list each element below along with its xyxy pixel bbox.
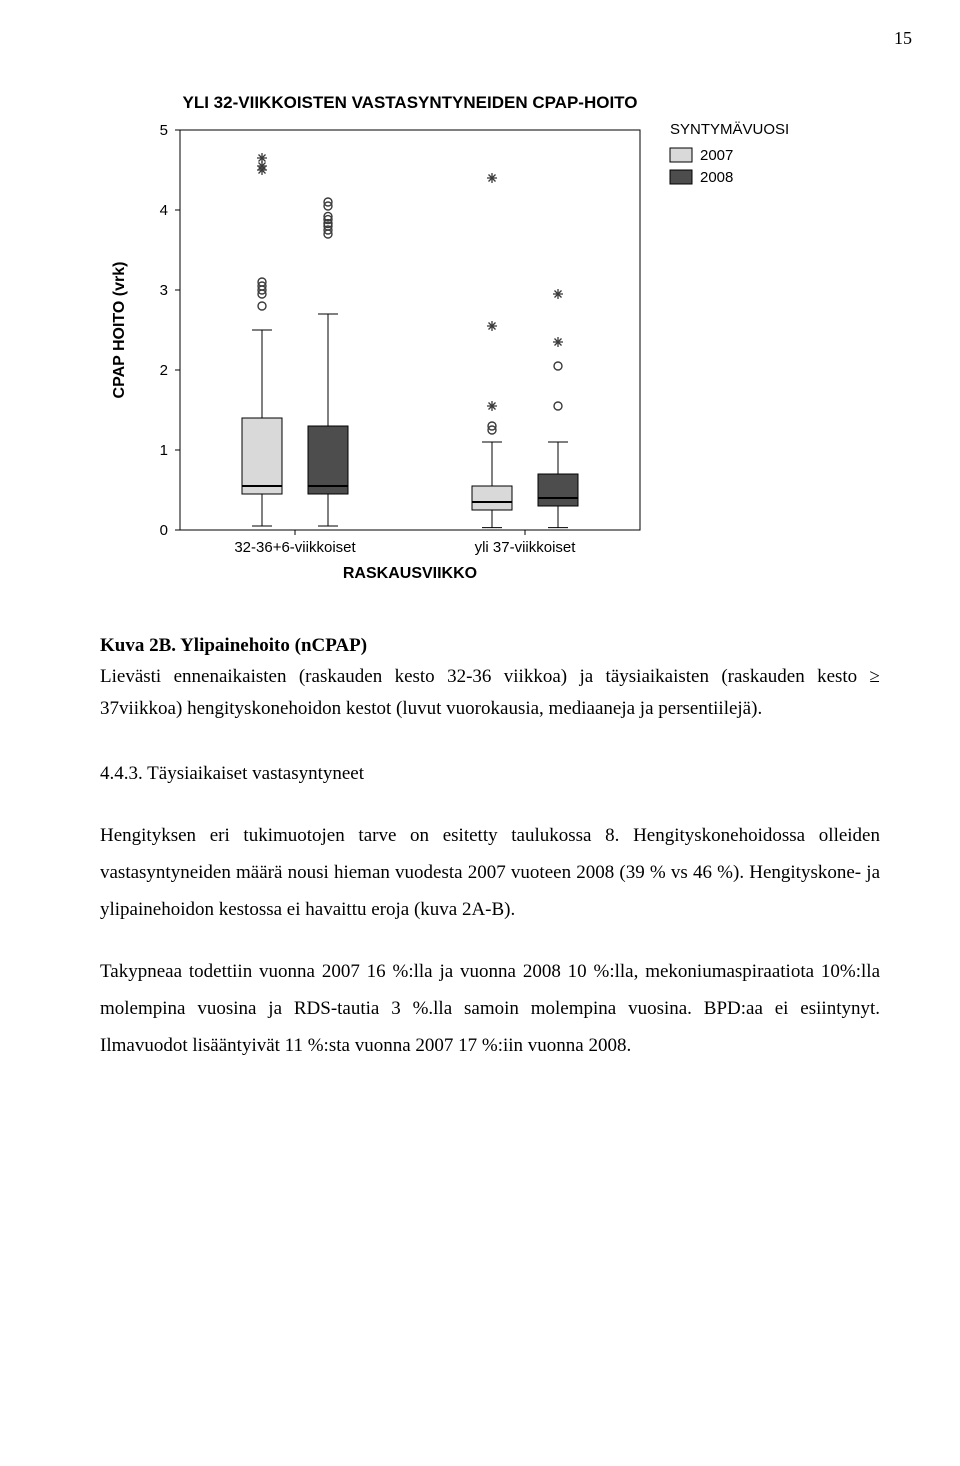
figure-caption: Kuva 2B. Ylipainehoito (nCPAP) Lievästi … xyxy=(100,630,880,724)
svg-text:RASKAUSVIIKKO: RASKAUSVIIKKO xyxy=(343,565,477,582)
svg-text:32-36+6-viikkoiset: 32-36+6-viikkoiset xyxy=(234,539,356,556)
svg-text:CPAP HOITO (vrk): CPAP HOITO (vrk) xyxy=(111,262,128,399)
paragraph-1: Hengityksen eri tukimuotojen tarve on es… xyxy=(100,817,880,928)
caption-label: Kuva 2B. Ylipainehoito (nCPAP) xyxy=(100,635,367,656)
section-heading: 4.4.3. Täysiaikaiset vastasyntyneet xyxy=(100,758,880,789)
svg-text:2008: 2008 xyxy=(700,169,733,186)
svg-text:1: 1 xyxy=(160,442,168,459)
svg-text:3: 3 xyxy=(160,282,168,299)
page-number: 15 xyxy=(894,28,912,49)
svg-text:yli 37-viikkoiset: yli 37-viikkoiset xyxy=(475,539,577,556)
svg-text:4: 4 xyxy=(160,202,168,219)
boxplot-figure: YLI 32-VIIKKOISTEN VASTASYNTYNEIDEN CPAP… xyxy=(100,80,840,600)
boxplot-svg: YLI 32-VIIKKOISTEN VASTASYNTYNEIDEN CPAP… xyxy=(100,80,840,600)
svg-text:YLI 32-VIIKKOISTEN VASTASYNTYN: YLI 32-VIIKKOISTEN VASTASYNTYNEIDEN CPAP… xyxy=(183,93,638,112)
caption-text: Lievästi ennenaikaisten (raskauden kesto… xyxy=(100,666,880,718)
svg-text:0: 0 xyxy=(160,522,168,539)
svg-text:5: 5 xyxy=(160,122,168,139)
svg-text:SYNTYMÄVUOSI: SYNTYMÄVUOSI xyxy=(670,121,789,138)
svg-text:2: 2 xyxy=(160,362,168,379)
paragraph-2: Takypneaa todettiin vuonna 2007 16 %:lla… xyxy=(100,953,880,1064)
svg-text:2007: 2007 xyxy=(700,147,733,164)
